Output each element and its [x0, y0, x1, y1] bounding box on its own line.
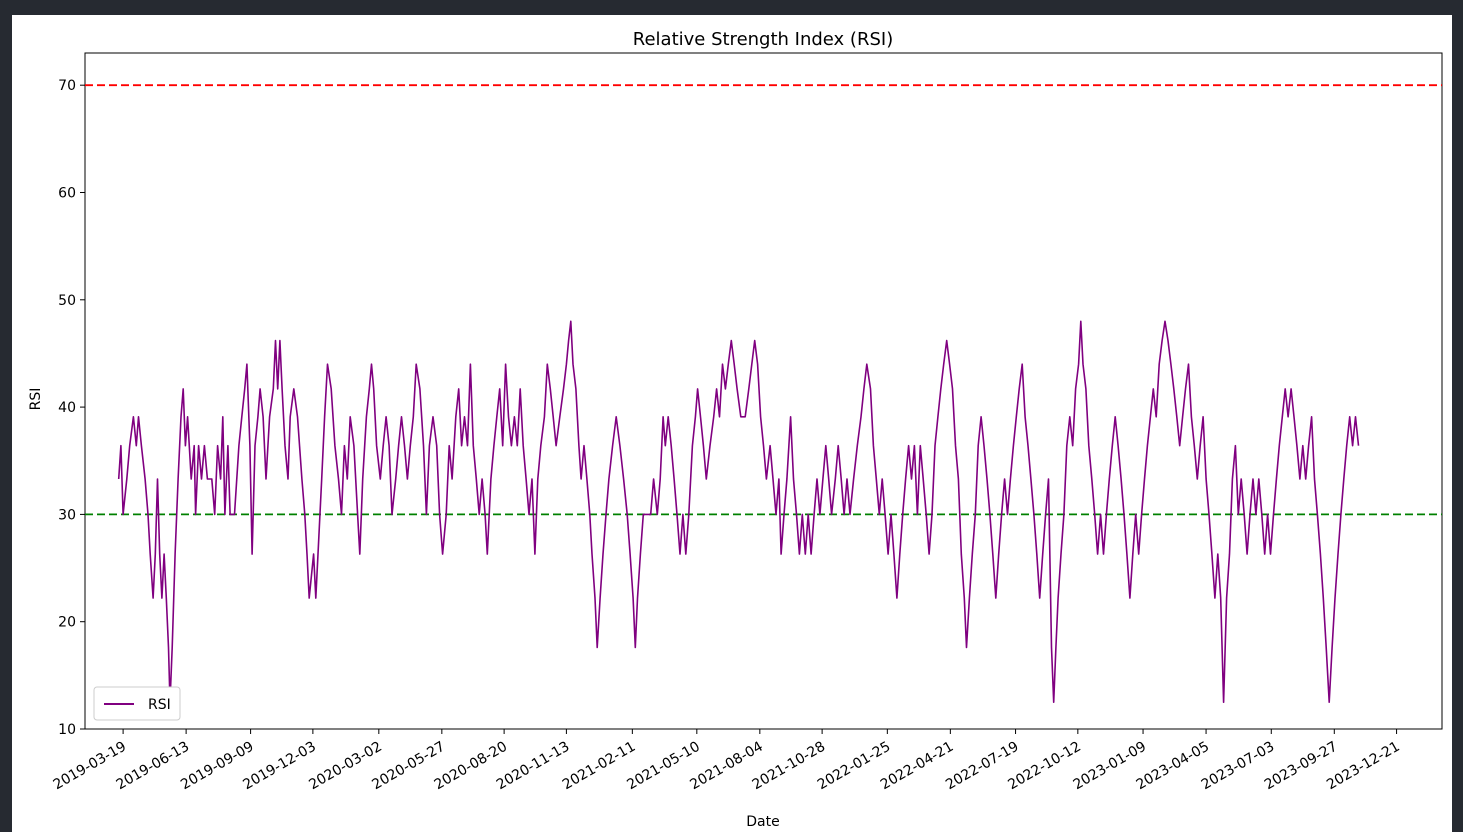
chart-title: Relative Strength Index (RSI): [633, 29, 893, 50]
series-line-rsi: [117, 320, 1360, 703]
y-tick-label-40: 40: [58, 400, 76, 416]
chart-figure: 10 20 30 40 50 60 70 2019-03-19 2019-06-13 2019-0…: [12, 15, 1452, 832]
y-tick-label-20: 20: [58, 615, 76, 631]
y-tick-label-60: 60: [58, 185, 76, 201]
y-tick-label-70: 70: [58, 78, 76, 94]
y-tick-label-50: 50: [58, 293, 76, 309]
plot-area: 102030405060702019-03-192019-06-132019-0…: [51, 52, 1443, 793]
x-axis-label: Date: [746, 814, 779, 830]
y-tick-label-30: 30: [58, 507, 76, 523]
y-axis-label: RSI: [28, 388, 44, 411]
y-tick-label-10: 10: [58, 722, 76, 738]
legend-box: [93, 686, 181, 721]
legend-label-rsi: RSI: [148, 697, 171, 713]
plot-frame: [84, 52, 1443, 730]
rsi-chart: 102030405060702019-03-192019-06-132019-0…: [28, 29, 1443, 830]
